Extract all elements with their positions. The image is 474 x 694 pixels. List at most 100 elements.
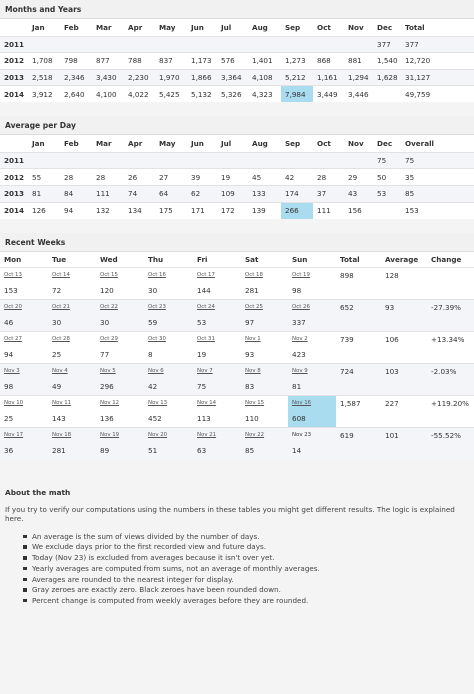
day-link[interactable]: Nov 15 (241, 395, 288, 410)
day-link[interactable]: Nov 18 (48, 427, 96, 442)
day-link[interactable]: Oct 17 (193, 267, 241, 282)
day-value: 46 (4, 318, 14, 327)
day-link[interactable]: Nov 1 (241, 331, 288, 346)
day-link[interactable]: Nov 11 (48, 395, 96, 410)
day-link[interactable]: Nov 16 (288, 395, 336, 410)
about-math-intro: If you try to verify our computations us… (5, 504, 455, 523)
day-link[interactable]: Oct 25 (241, 299, 288, 314)
day-link[interactable]: Nov 3 (0, 363, 48, 378)
week-values-row: 36 281 89 51 63 85 14 (0, 441, 474, 460)
day-link[interactable]: Nov 10 (0, 395, 48, 410)
value-cell: 28 (92, 168, 124, 186)
value-cell (187, 35, 217, 53)
col-header: Overall (405, 139, 434, 149)
col-header: Aug (252, 22, 268, 32)
value-cell: 134 (124, 201, 155, 219)
day-link: Nov 23 (288, 427, 336, 442)
day-link[interactable]: Nov 9 (288, 363, 336, 378)
day-link[interactable]: Nov 5 (96, 363, 144, 378)
day-link[interactable]: Oct 27 (0, 331, 48, 346)
day-link[interactable]: Oct 18 (241, 267, 288, 282)
empty-cell (336, 282, 381, 300)
day-link[interactable]: Nov 20 (144, 427, 193, 442)
col-header: May (159, 22, 176, 32)
value-cell: 74 (124, 185, 155, 203)
week-dates-row: Oct 20 Oct 21 Oct 22 Oct 23 Oct 24 Oct 25 Oct … (0, 299, 474, 314)
value-cell: 798 (60, 52, 92, 70)
day-link[interactable]: Oct 26 (288, 299, 336, 314)
day-link[interactable]: Oct 19 (288, 267, 336, 282)
day-link[interactable]: Nov 14 (193, 395, 241, 410)
value-cell: 111 (313, 201, 344, 219)
value-cell: 153 (401, 201, 474, 219)
day-link[interactable]: Oct 29 (96, 331, 144, 346)
week-values-row: 46 30 30 59 53 97 337 (0, 313, 474, 332)
year-label: 2013 (0, 68, 28, 86)
day-value: 36 (4, 446, 14, 456)
value-cell: 877 (92, 52, 124, 70)
day-link[interactable]: Oct 16 (144, 267, 193, 282)
day-link[interactable]: Nov 12 (96, 395, 144, 410)
week-change: -2.03% (427, 363, 474, 378)
week-average: 227 (381, 395, 427, 410)
day-link[interactable]: Nov 21 (193, 427, 241, 442)
col-header: Tue (52, 255, 67, 264)
value-cell: 111 (92, 185, 124, 203)
value-cell: 266 (281, 201, 313, 219)
day-link[interactable]: Nov 22 (241, 427, 288, 442)
empty-cell (381, 410, 427, 428)
day-link[interactable]: Oct 31 (193, 331, 241, 346)
day-link[interactable]: Nov 2 (288, 331, 336, 346)
day-link[interactable]: Oct 23 (144, 299, 193, 314)
day-link[interactable]: Oct 24 (193, 299, 241, 314)
value-cell: 53 (373, 185, 401, 203)
day-value: 423 (292, 350, 306, 359)
value-cell: 35 (401, 168, 474, 186)
value-cell (344, 35, 373, 53)
about-math-section: About the math If you try to verify our … (0, 459, 474, 605)
value-cell: 81 (28, 185, 60, 203)
value-cell (124, 151, 155, 169)
day-link[interactable]: Oct 28 (48, 331, 96, 346)
value-cell: 377 (373, 35, 401, 53)
day-link[interactable]: Nov 6 (144, 363, 193, 378)
col-header (0, 135, 28, 152)
empty-cell (427, 282, 474, 300)
day-value: 59 (148, 318, 158, 327)
day-value: 30 (148, 286, 158, 295)
day-link[interactable]: Nov 19 (96, 427, 144, 442)
value-cell: 1,173 (187, 52, 217, 70)
day-link[interactable]: Oct 20 (0, 299, 48, 314)
col-header: Average (385, 255, 419, 264)
day-link[interactable]: Oct 22 (96, 299, 144, 314)
day-link[interactable]: Nov 13 (144, 395, 193, 410)
day-link[interactable]: Nov 8 (241, 363, 288, 378)
col-header: May (159, 139, 176, 149)
col-header: Total (340, 255, 360, 264)
day-link[interactable]: Nov 7 (193, 363, 241, 378)
value-cell: 12,720 (401, 52, 474, 70)
day-value: 136 (100, 414, 114, 423)
day-link[interactable]: Oct 15 (96, 267, 144, 282)
day-value: 30 (52, 318, 62, 327)
col-header: Feb (64, 22, 79, 32)
day-link[interactable]: Nov 4 (48, 363, 96, 378)
col-header: Jun (191, 139, 204, 149)
day-link[interactable]: Oct 30 (144, 331, 193, 346)
months-years-section: Months and Years Jan Feb Mar Apr May Jun Jul Au… (0, 0, 474, 103)
value-cell: 85 (401, 185, 474, 203)
day-link[interactable]: Nov 17 (0, 427, 48, 442)
day-link[interactable]: Oct 13 (0, 267, 48, 282)
value-cell: 37 (313, 185, 344, 203)
week-total: 724 (336, 363, 381, 378)
day-link[interactable]: Oct 14 (48, 267, 96, 282)
value-cell: 1,708 (28, 52, 60, 70)
week-average: 128 (381, 267, 427, 282)
day-value: 81 (292, 382, 302, 391)
day-value: 120 (100, 286, 114, 295)
recent-weeks-title: Recent Weeks (0, 232, 474, 252)
value-cell (60, 151, 92, 169)
day-link[interactable]: Oct 21 (48, 299, 96, 314)
year-label: 2014 (0, 85, 28, 103)
day-value: 93 (245, 350, 255, 359)
